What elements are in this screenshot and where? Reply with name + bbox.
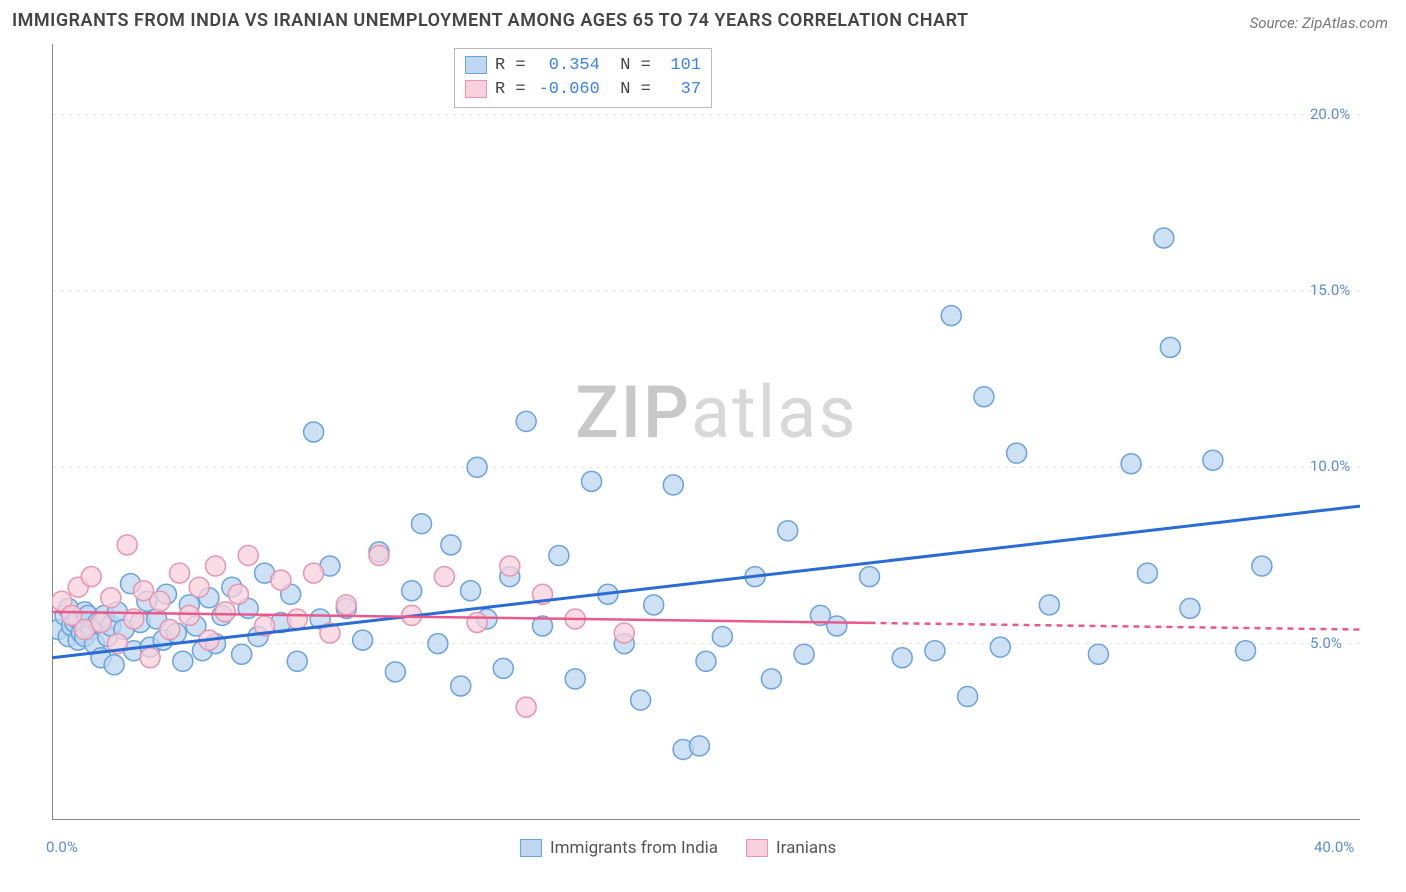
scatter-plot [52, 44, 1360, 820]
series-legend-item: Iranians [746, 838, 836, 858]
chart-title: IMMIGRANTS FROM INDIA VS IRANIAN UNEMPLO… [12, 10, 969, 31]
source-label: Source: ZipAtlas.com [1250, 14, 1388, 32]
legend-swatch [465, 56, 487, 74]
stats-text: R = 0.354 N = 101 [495, 56, 701, 75]
legend-swatch [520, 839, 542, 857]
stats-legend: R = 0.354 N = 101 R = -0.060 N = 37 [454, 48, 712, 108]
y-tick-label: 20.0% [1310, 105, 1350, 123]
legend-swatch [465, 80, 487, 98]
series-legend-item: Immigrants from India [520, 838, 718, 858]
stats-legend-row: R = 0.354 N = 101 [465, 53, 701, 77]
stats-legend-row: R = -0.060 N = 37 [465, 77, 701, 101]
series-legend-label: Immigrants from India [550, 838, 718, 858]
y-tick-label: 15.0% [1310, 281, 1350, 299]
x-tick-label: 40.0% [1314, 838, 1354, 856]
y-tick-label: 5.0% [1310, 634, 1342, 652]
legend-swatch [746, 839, 768, 857]
stats-text: R = -0.060 N = 37 [495, 80, 701, 99]
series-legend-label: Iranians [776, 838, 836, 858]
x-tick-label: 0.0% [46, 838, 78, 856]
y-tick-label: 10.0% [1310, 457, 1350, 475]
series-legend: Immigrants from India Iranians [520, 838, 836, 858]
